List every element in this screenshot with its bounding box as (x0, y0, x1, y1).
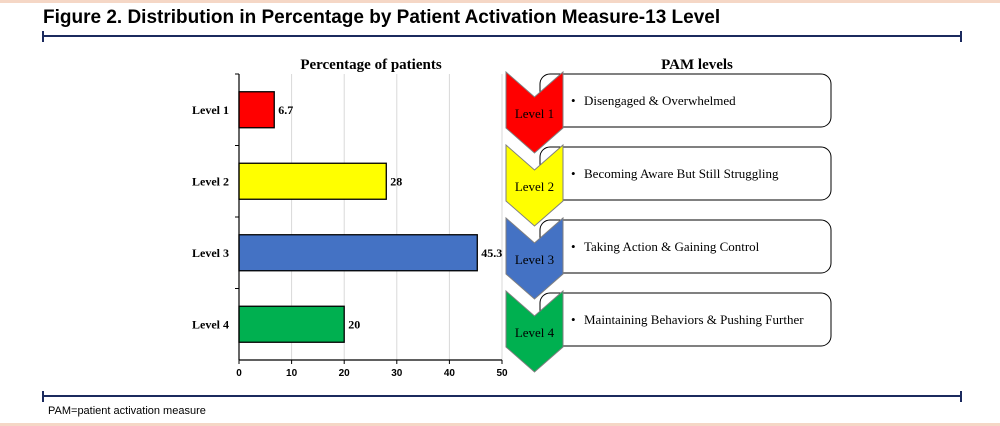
pam-chevron-1 (505, 70, 564, 154)
pam-chevron-label: Level 3 (515, 252, 554, 267)
pam-chevron-label: Level 2 (515, 179, 554, 194)
chart-title: Percentage of patients (300, 57, 442, 73)
pam-description-text: Disengaged & Overwhelmed (584, 93, 736, 108)
y-category-label: Level 2 (192, 174, 229, 188)
pam-description-text: Taking Action & Gaining Control (584, 239, 760, 254)
pam-description-text: Maintaining Behaviors & Pushing Further (584, 312, 804, 327)
x-tick-label: 10 (286, 368, 298, 379)
bullet-glyph: • (571, 239, 576, 254)
pam-levels-panel: PAM levels Level 1 • Disengaged & Overwhel… (505, 57, 832, 373)
pam-description-text: Becoming Aware But Still Struggling (584, 166, 779, 181)
pam-level-row: Level 4 • Maintaining Behaviors & Pushing … (505, 289, 832, 373)
bar-value-label: 45.3 (481, 246, 502, 260)
figure-title: Figure 2. Distribution in Percentage by … (43, 7, 721, 28)
bar-level-2 (238, 162, 387, 200)
y-category-label: Level 3 (192, 246, 229, 260)
footnote: PAM=patient activation measure (48, 405, 206, 417)
x-tick-label: 30 (391, 368, 403, 379)
bars: Level 1 6.7 Level 2 28 Level 3 45.3 Level 4 20 (192, 91, 502, 343)
pam-chevron-3 (505, 216, 564, 300)
axes: 0 10 20 30 40 50 (235, 73, 508, 379)
pam-panel-title: PAM levels (661, 57, 733, 73)
bar-level-1 (238, 91, 275, 129)
x-tick-label: 40 (444, 368, 456, 379)
bar-value-label: 28 (390, 174, 402, 188)
x-tick-label: 50 (496, 368, 508, 379)
pam-chevron-label: Level 4 (515, 325, 555, 340)
bottom-rule (42, 391, 962, 402)
bar-value-label: 6.7 (278, 103, 293, 117)
pam-level-rows: Level 1 • Disengaged & Overwhelmed Level 2 •… (505, 70, 832, 373)
top-rule (42, 31, 962, 42)
y-category-label: Level 4 (192, 317, 229, 331)
bullet-glyph: • (571, 93, 576, 108)
bullet-glyph: • (571, 312, 576, 327)
bar-chart: Percentage of patients Level 1 6.7 Level 2… (192, 57, 508, 379)
bullet-glyph: • (571, 166, 576, 181)
pam-level-row: Level 1 • Disengaged & Overwhelmed (505, 70, 832, 154)
bar-level-4 (238, 305, 345, 343)
y-category-label: Level 1 (192, 103, 229, 117)
bar-value-label: 20 (348, 317, 360, 331)
pam-chevron-label: Level 1 (515, 106, 554, 121)
pam-chevron-2 (505, 143, 564, 227)
x-tick-label: 20 (339, 368, 351, 379)
pam-level-row: Level 2 • Becoming Aware But Still Struggl… (505, 143, 832, 227)
x-tick-label: 0 (236, 368, 242, 379)
pam-chevron-4 (505, 289, 564, 373)
bar-level-3 (238, 234, 478, 272)
pam-level-row: Level 3 • Taking Action & Gaining Control (505, 216, 832, 300)
